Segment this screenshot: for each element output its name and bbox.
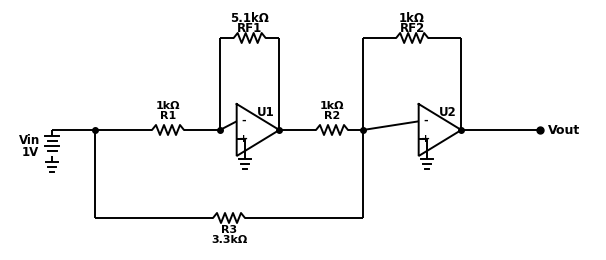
Text: 5.1kΩ: 5.1kΩ [230,11,269,24]
Text: Vout: Vout [548,124,581,136]
Text: R1: R1 [160,111,176,121]
Text: RF2: RF2 [399,22,425,35]
Text: U1: U1 [257,106,275,119]
Text: Vin: Vin [19,133,41,146]
Text: -: - [424,115,428,125]
Text: U2: U2 [439,106,457,119]
Text: +: + [239,134,248,144]
Text: 1kΩ: 1kΩ [320,101,344,111]
Text: RF1: RF1 [237,22,262,35]
Text: R3: R3 [221,225,237,235]
Text: -: - [241,115,246,125]
Text: 3.3kΩ: 3.3kΩ [211,235,247,245]
Text: R2: R2 [324,111,340,121]
Text: 1kΩ: 1kΩ [399,11,425,24]
Text: 1V: 1V [21,146,39,159]
Text: 1kΩ: 1kΩ [156,101,180,111]
Text: +: + [421,134,430,144]
